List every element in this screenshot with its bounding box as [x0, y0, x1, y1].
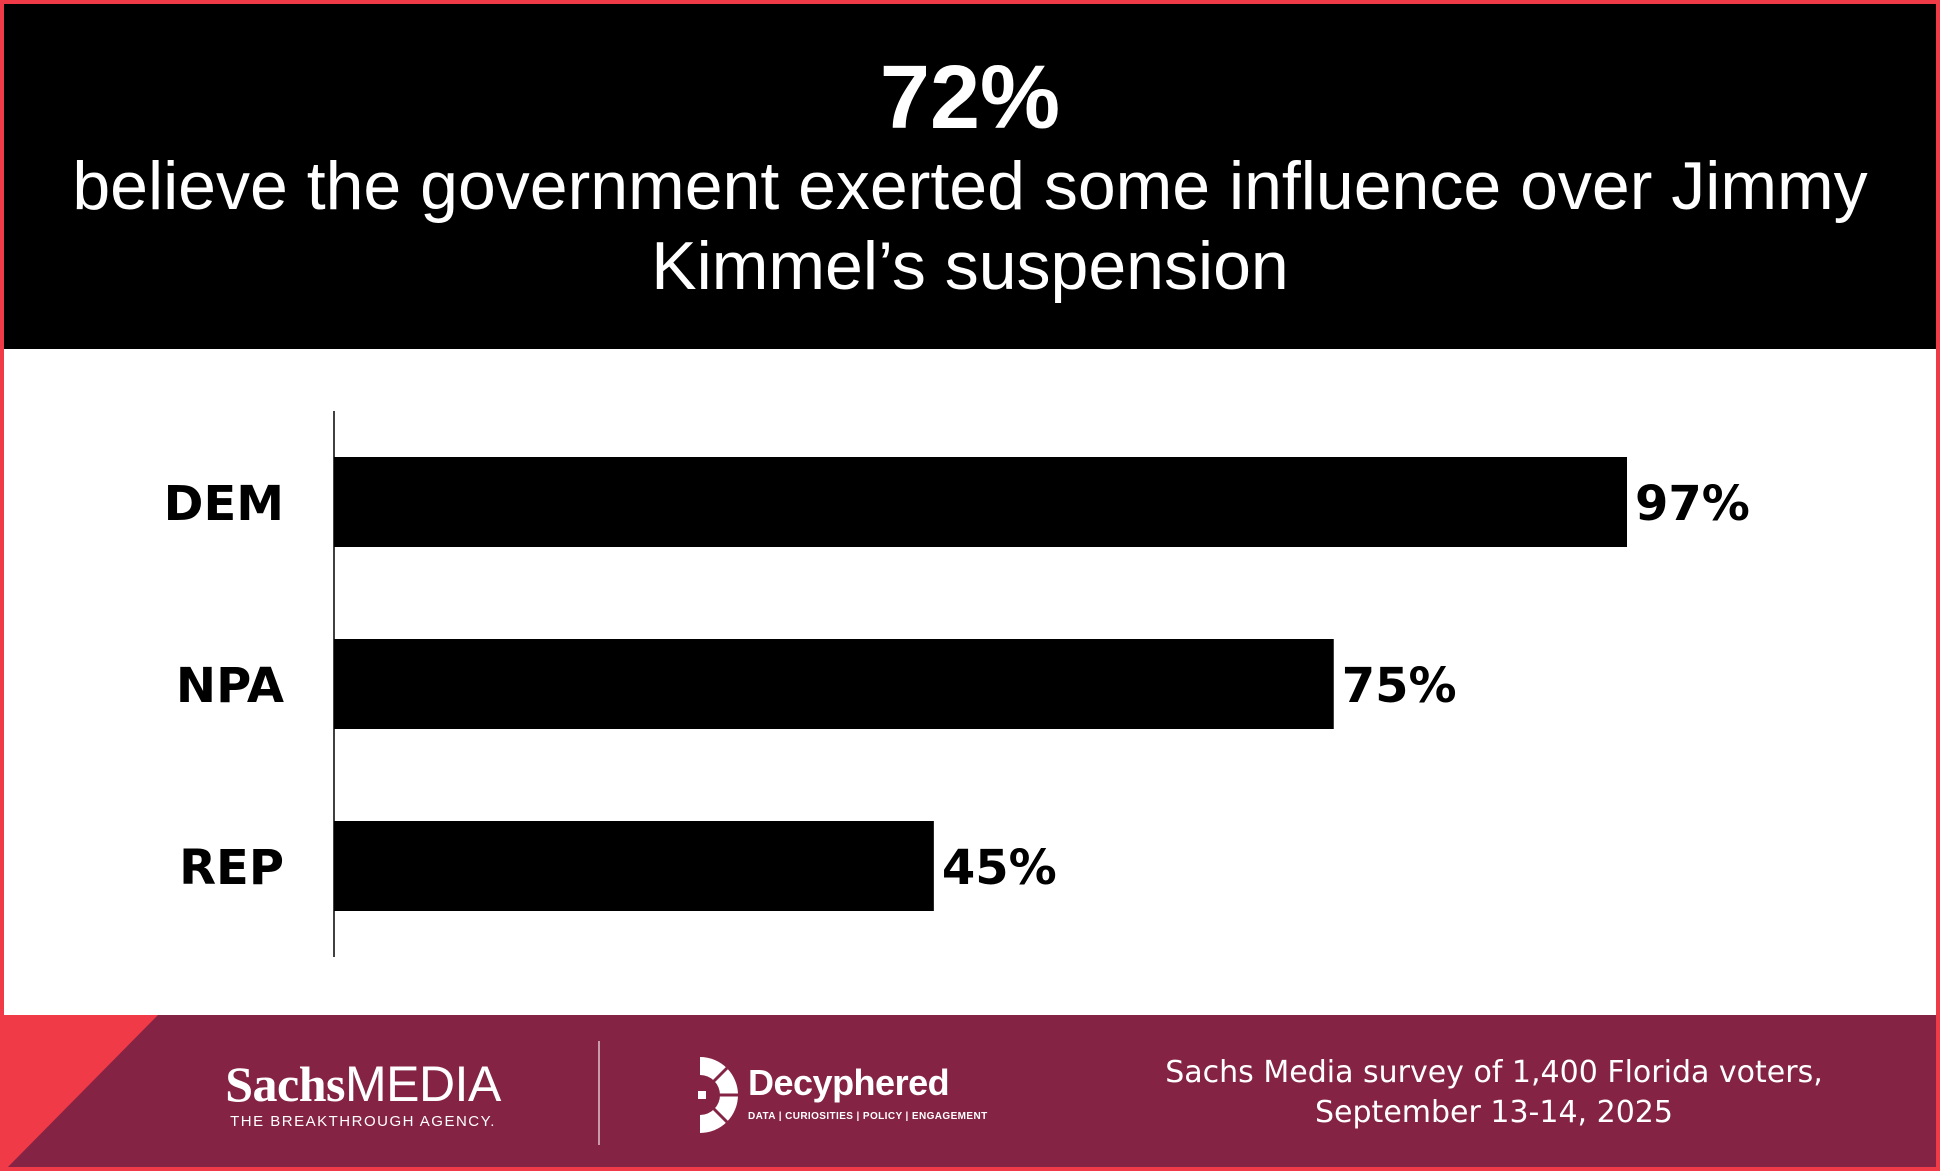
category-label-npa: NPA [176, 658, 284, 714]
bar-npa [334, 639, 1334, 729]
headline-stat: 72% [879, 48, 1061, 148]
source-note: Sachs Media survey of 1,400 Florida vote… [1165, 1055, 1823, 1130]
footer-corner-accent [4, 1015, 158, 1167]
value-label-dem: 97% [1635, 476, 1750, 532]
footer-band: SachsMEDIA THE BREAKTHROUGH AGENCY. Decy… [4, 1015, 1936, 1167]
category-label-dem: DEM [164, 476, 284, 532]
headline-text: believe the government exerted some infl… [72, 148, 1868, 304]
category-label-rep: REP [179, 840, 284, 896]
decyphered-tagline: DATA | CURIOSITIES | POLICY | ENGAGEMENT [748, 1111, 988, 1122]
header-band: 72% believe the government exerted some … [4, 4, 1936, 349]
sachs-wordmark-bold: Sachs [225, 1056, 345, 1112]
sachs-wordmark-light: MEDIA [344, 1056, 501, 1112]
bar-chart-svg: DEM 97% NPA 75% REP 45% [164, 411, 1750, 957]
decyphered-logo-icon [698, 1057, 738, 1133]
sachs-media-logo: SachsMEDIA THE BREAKTHROUGH AGENCY. [208, 1057, 518, 1130]
value-label-rep: 45% [942, 840, 1057, 896]
sachs-media-wordmark: SachsMEDIA [208, 1057, 518, 1111]
logo-divider [598, 1041, 600, 1145]
bar-chart: DEM 97% NPA 75% REP 45% [4, 349, 1936, 1015]
decyphered-wordmark: Decyphered [748, 1062, 950, 1103]
bar-rep [334, 821, 934, 911]
sachs-media-tagline: THE BREAKTHROUGH AGENCY. [230, 1113, 496, 1130]
value-label-npa: 75% [1342, 658, 1457, 714]
bar-dem [334, 457, 1628, 547]
